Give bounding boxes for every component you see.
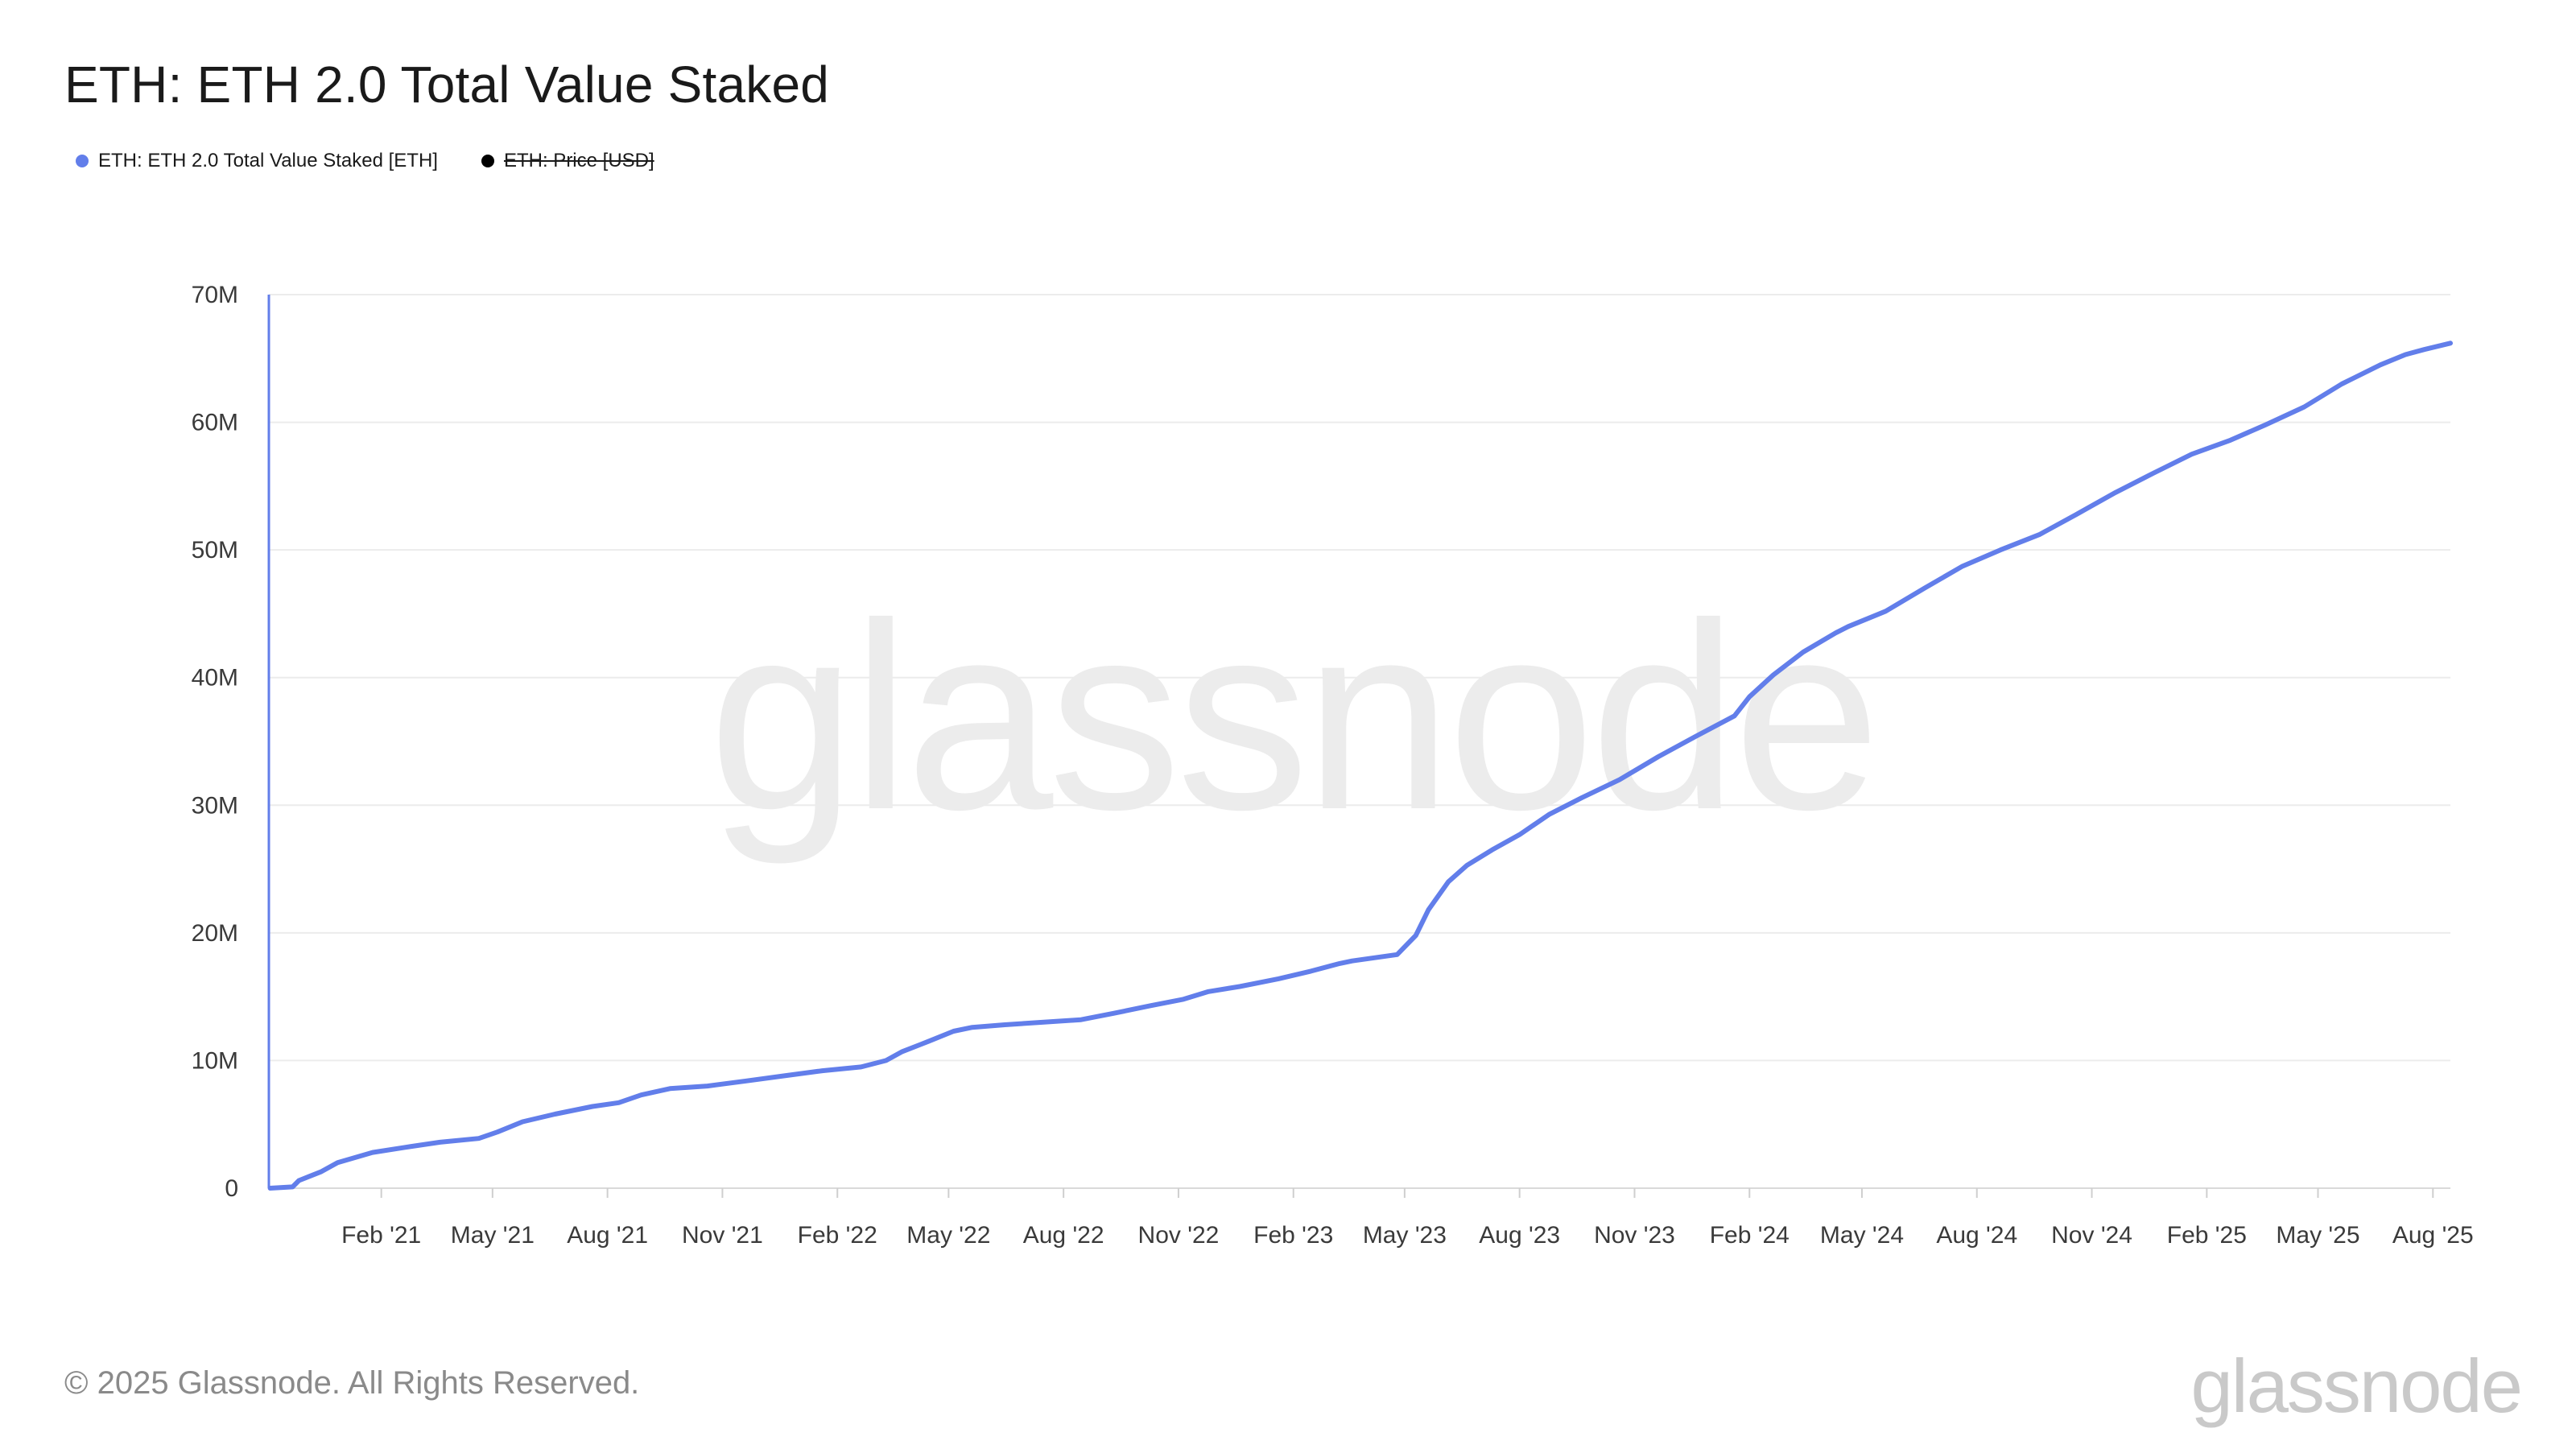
chart-title: ETH: ETH 2.0 Total Value Staked	[64, 56, 830, 114]
y-tick-label: 10M	[192, 1047, 238, 1074]
y-tick-label: 70M	[192, 282, 238, 308]
x-tick-label: May '24	[1820, 1222, 1904, 1249]
y-tick-label: 60M	[192, 410, 238, 436]
axes	[267, 295, 2450, 1198]
copyright-text: © 2025 Glassnode. All Rights Reserved.	[64, 1365, 640, 1401]
x-tick-label: Aug '23	[1479, 1222, 1560, 1249]
legend-item-total-value-staked[interactable]: ETH: ETH 2.0 Total Value Staked [ETH]	[76, 150, 438, 172]
x-tick-label: May '21	[451, 1222, 535, 1249]
y-tick-label: 30M	[192, 792, 238, 819]
grid-lines	[269, 294, 2450, 1062]
series-layer	[267, 341, 2453, 1191]
x-tick-label: Nov '23	[1594, 1222, 1675, 1249]
x-tick-label: Feb '22	[798, 1222, 877, 1249]
legend-label-total-value-staked: ETH: ETH 2.0 Total Value Staked [ETH]	[98, 150, 438, 171]
y-tick-label: 20M	[192, 920, 238, 947]
x-tick-label: Nov '22	[1138, 1222, 1220, 1249]
x-tick-label: May '25	[2276, 1222, 2359, 1249]
tick-labels: 0 10M 20M 30M 40M 50M 60M 70M Feb '21 May '21 Aug …	[192, 282, 2474, 1249]
x-tick-label: Aug '24	[1936, 1222, 2017, 1249]
x-tick-label: May '22	[906, 1222, 990, 1249]
legend-item-price[interactable]: ETH: Price [USD]	[481, 150, 654, 172]
y-tick-label: 50M	[192, 537, 238, 564]
x-tick-label: Feb '24	[1710, 1222, 1790, 1249]
x-tick-label: Feb '23	[1253, 1222, 1333, 1249]
legend-marker-price	[481, 155, 494, 167]
y-tick-label: 40M	[192, 665, 238, 691]
x-tick-label: Feb '21	[341, 1222, 421, 1249]
x-tick-label: Nov '24	[2051, 1222, 2132, 1249]
legend: ETH: ETH 2.0 Total Value Staked [ETH] ET…	[76, 150, 654, 172]
y-tick-label: 0	[225, 1175, 238, 1202]
series-line-total-value-staked[interactable]	[267, 341, 2453, 1191]
x-tick-label: Nov '21	[682, 1222, 763, 1249]
x-tick-label: Aug '25	[2392, 1222, 2474, 1249]
glassnode-logo: glassnode	[2190, 1344, 2523, 1428]
x-tick-label: Feb '25	[2167, 1222, 2247, 1249]
x-tick-label: Aug '22	[1023, 1222, 1104, 1249]
legend-label-price: ETH: Price [USD]	[503, 150, 654, 171]
x-tick-label: Aug '21	[567, 1222, 648, 1249]
legend-marker-total-value-staked	[76, 155, 89, 167]
x-tick-label: May '23	[1363, 1222, 1447, 1249]
